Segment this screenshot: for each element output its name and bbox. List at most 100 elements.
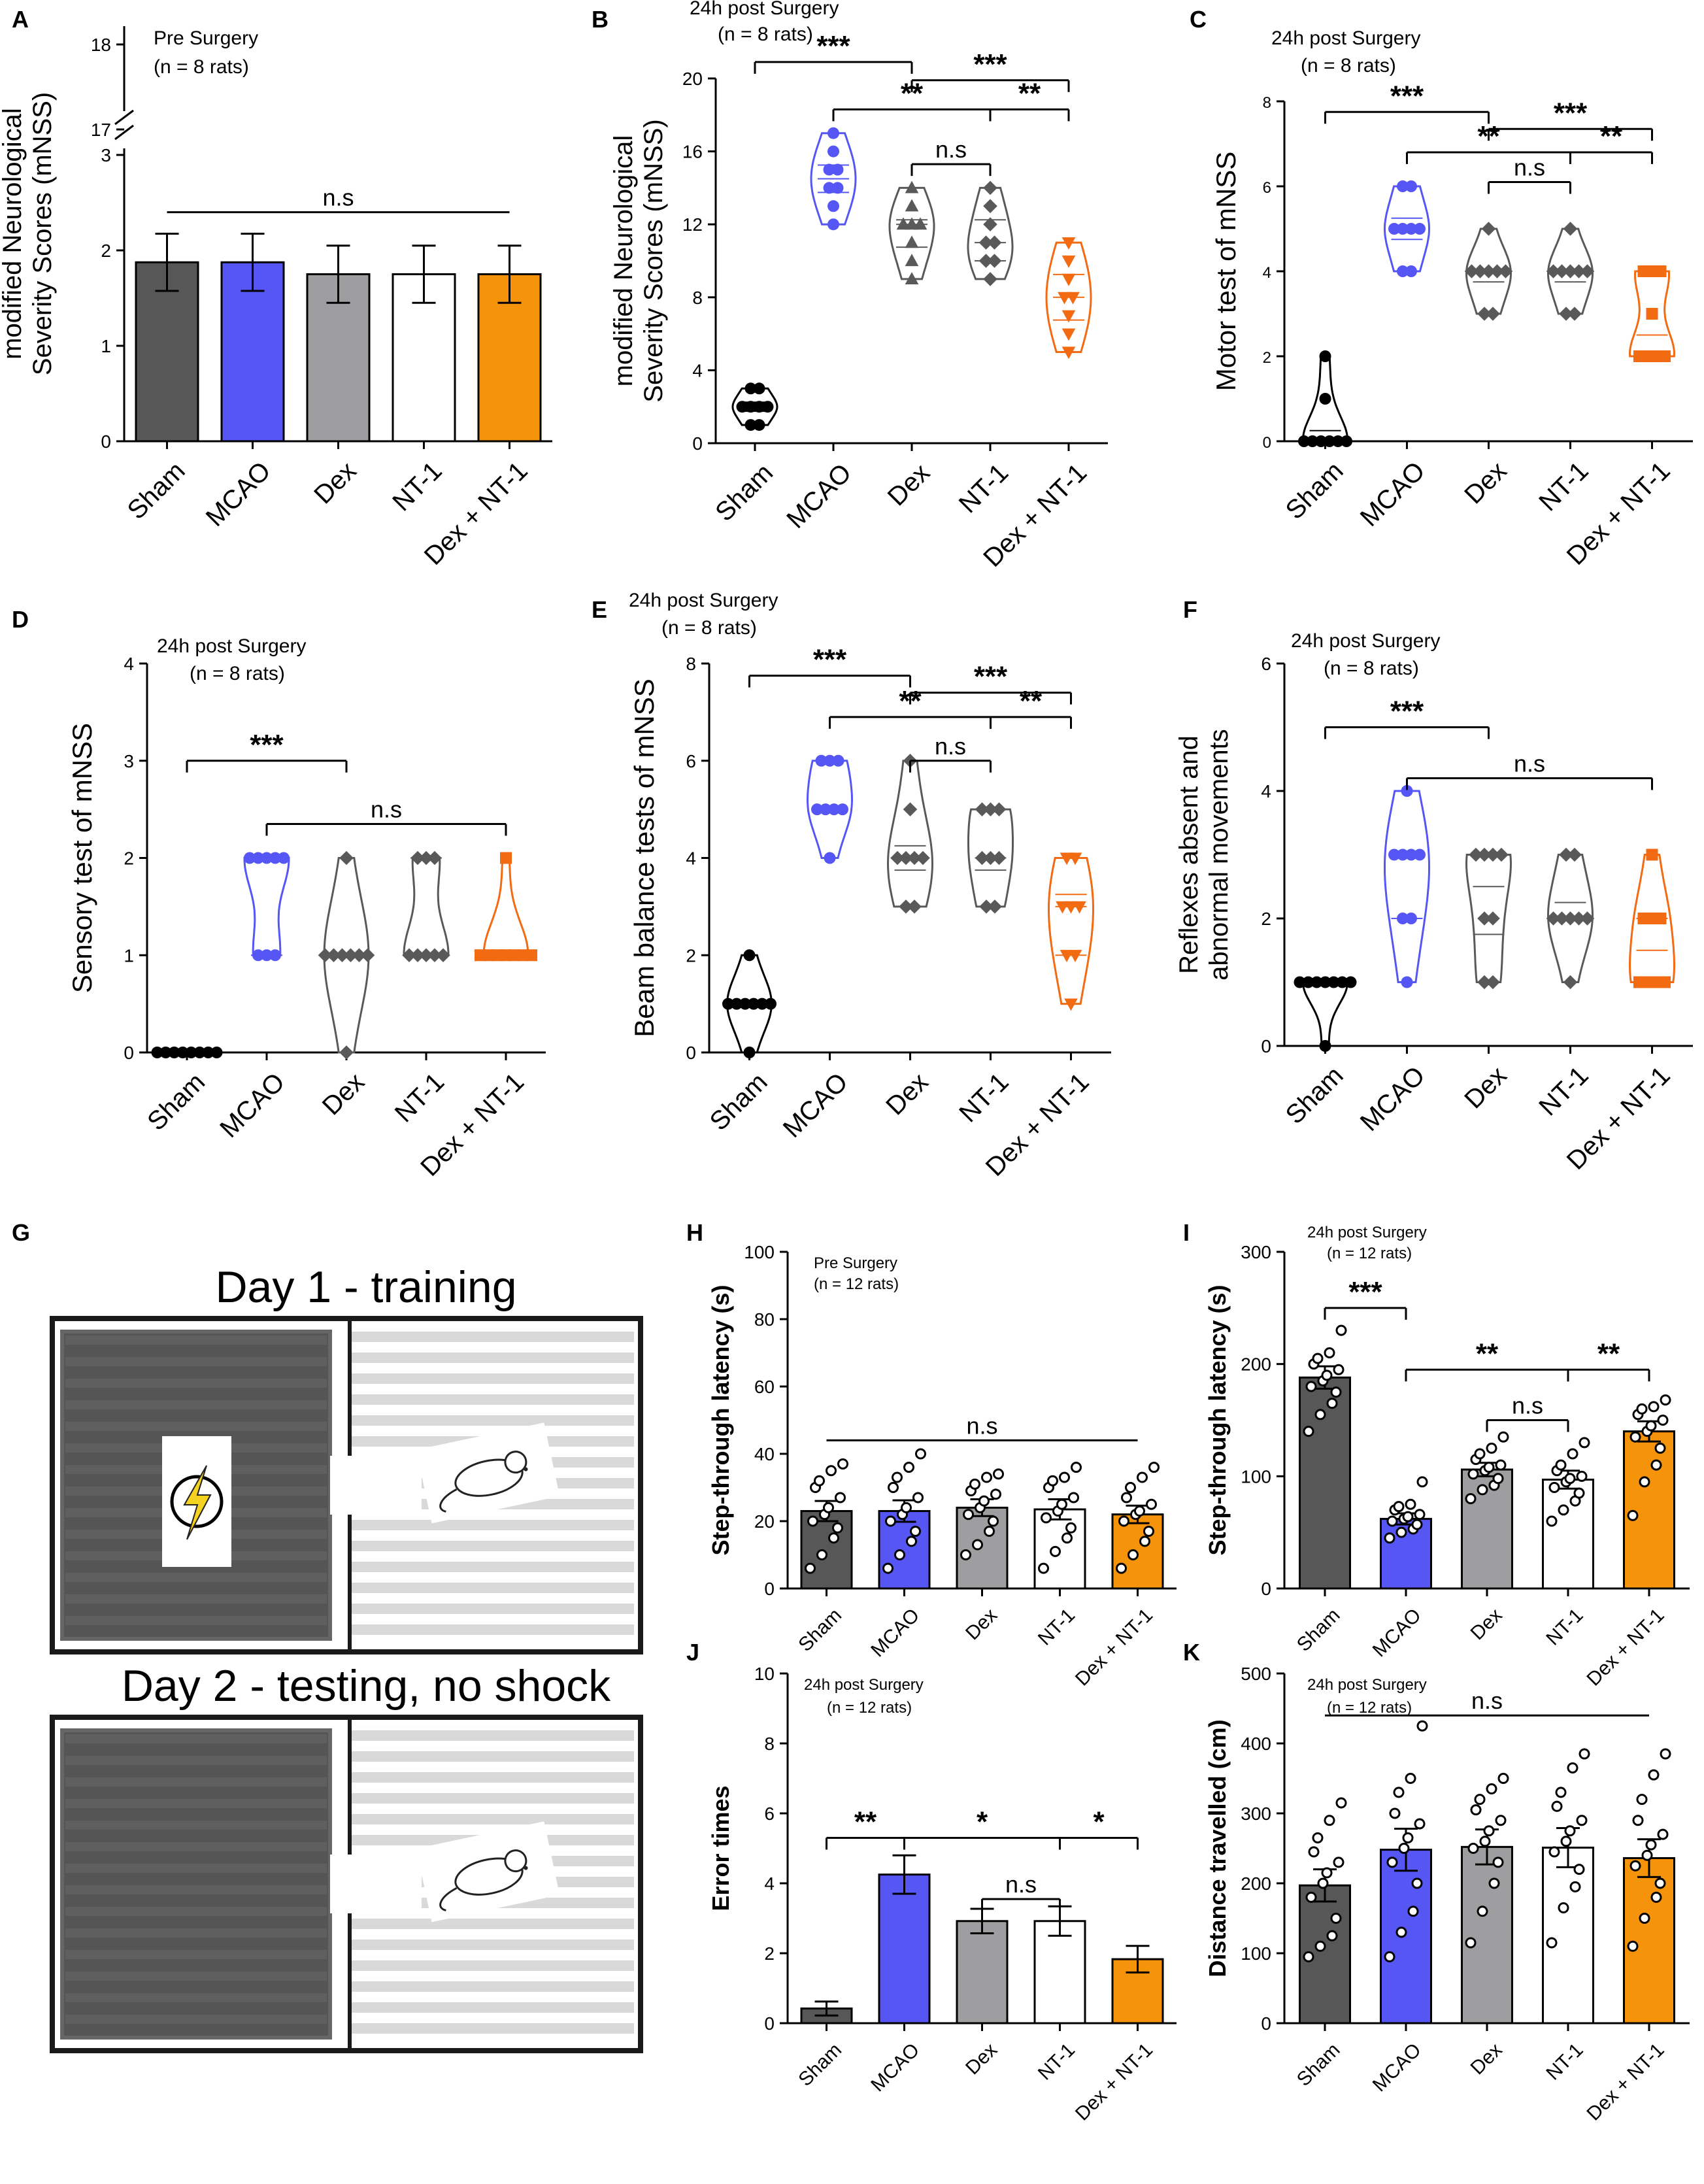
significance-bracket: ***	[748, 644, 911, 688]
violin	[1048, 857, 1094, 1005]
dark-stripe	[65, 2015, 327, 2024]
data-point	[1125, 1482, 1136, 1493]
data-point	[901, 1502, 912, 1513]
data-point	[1660, 1394, 1671, 1406]
data-point	[978, 254, 994, 268]
x-tick-label: Dex	[880, 1067, 933, 1120]
data-point	[1657, 1415, 1669, 1426]
data-point	[436, 948, 450, 963]
y-axis-label: Sensory test of mNSS	[67, 723, 97, 993]
significance-bracket: n.s	[910, 136, 992, 176]
data-point	[990, 1488, 1001, 1500]
data-point	[1660, 1748, 1671, 1760]
significance-bracket: n.s	[1488, 154, 1571, 194]
data-point	[1326, 1398, 1338, 1409]
violin	[1628, 270, 1676, 358]
y-tick-label: 0	[1261, 2013, 1271, 2034]
data-point	[1639, 1913, 1650, 1924]
floor-stripe	[350, 1981, 634, 1992]
data-point	[915, 1448, 926, 1460]
y-tick-label: 10	[754, 1664, 775, 1684]
data-point	[1050, 1545, 1061, 1557]
data-point	[882, 1562, 894, 1574]
data-point	[916, 850, 930, 865]
data-point	[1333, 1856, 1345, 1868]
bar	[220, 261, 285, 443]
x-tick-label: Dex + NT-1	[1071, 1604, 1157, 1690]
data-point	[816, 1549, 827, 1560]
chart-panel-a: A Pre Surgery (n = 8 rats) 17 18 0 1 2 3 modified…	[0, 6, 552, 571]
data-point	[1576, 1815, 1588, 1826]
significance-bracket: n.s	[1325, 1687, 1649, 1717]
significance-label: n.s	[371, 796, 402, 822]
significance-bracket: **	[1405, 1337, 1569, 1382]
significance-label: **	[901, 77, 924, 109]
significance-bracket: n.s	[826, 1412, 1138, 1441]
data-point	[756, 998, 768, 1010]
data-point	[1389, 1807, 1401, 1819]
data-point	[278, 852, 290, 864]
floor-stripe	[350, 1394, 634, 1405]
x-tick-label: NT-1	[1542, 1604, 1587, 1649]
bar	[878, 1873, 931, 2024]
data-point	[831, 163, 844, 176]
y-axis-label: abnormal movements	[1205, 729, 1233, 981]
data-point	[1341, 435, 1352, 447]
chart-subtitle: (n = 12 rats)	[1327, 1245, 1412, 1262]
data-point	[824, 754, 836, 767]
y-tick-label: 8	[686, 654, 696, 674]
significance-label: ***	[973, 48, 1007, 80]
violin	[1301, 981, 1349, 1047]
floor-stripe	[350, 1751, 634, 1762]
data-point	[753, 382, 765, 395]
chart-title: 24h post Surgery	[629, 590, 778, 611]
data-point	[975, 850, 990, 865]
y-tick-label: 1	[101, 336, 111, 356]
data-point	[1479, 1836, 1491, 1847]
data-point	[1345, 976, 1357, 988]
data-point	[960, 1549, 971, 1560]
data-point	[1336, 976, 1348, 988]
data-point	[1302, 976, 1314, 988]
y-tick-label: 0	[1263, 434, 1271, 452]
y-tick-label: 500	[1241, 1664, 1271, 1684]
bar	[1623, 1430, 1675, 1590]
significance-label: **	[1476, 1337, 1499, 1369]
data-point	[1576, 1470, 1588, 1482]
panel-letter: I	[1183, 1219, 1190, 1246]
violin	[806, 760, 854, 859]
data-point	[992, 802, 1007, 816]
data-point	[151, 1047, 163, 1058]
y-tick-label: 0	[101, 431, 111, 452]
significance-label: n.s	[1471, 1687, 1503, 1714]
data-point	[823, 182, 835, 194]
data-point	[807, 1515, 818, 1527]
data-point	[1407, 1906, 1419, 1917]
chart-subtitle: (n = 8 rats)	[154, 56, 249, 78]
data-point	[1397, 265, 1409, 277]
data-point	[903, 1462, 914, 1473]
data-point	[1405, 1498, 1416, 1510]
significance-bracket: n.s	[1486, 1392, 1569, 1432]
axis-break-mark	[114, 124, 134, 141]
y-tick-label: 16	[682, 142, 703, 162]
significance-bracket: **	[826, 1806, 905, 1850]
significance-bracket: n.s	[265, 796, 507, 836]
data-point	[1326, 1930, 1338, 1941]
data-point	[824, 852, 836, 864]
x-tick-label: Sham	[1280, 456, 1349, 525]
significance-label: *	[977, 1806, 988, 1838]
y-tick-label: 0	[1261, 1579, 1271, 1599]
y-axis-label: Beam balance tests of mNSS	[629, 679, 660, 1037]
data-point	[1559, 307, 1573, 321]
chart-subtitle: (n = 12 rats)	[1327, 1699, 1412, 1717]
dark-stripe	[65, 1777, 327, 1787]
significance-label: n.s	[966, 1412, 997, 1439]
floor-stripe	[350, 1541, 634, 1551]
data-point	[1402, 1511, 1414, 1522]
data-point	[193, 1047, 206, 1058]
significance-label: **	[1597, 1337, 1620, 1369]
data-point	[815, 754, 827, 767]
dark-stripe	[65, 1972, 327, 1981]
panel-letter: J	[686, 1639, 699, 1666]
